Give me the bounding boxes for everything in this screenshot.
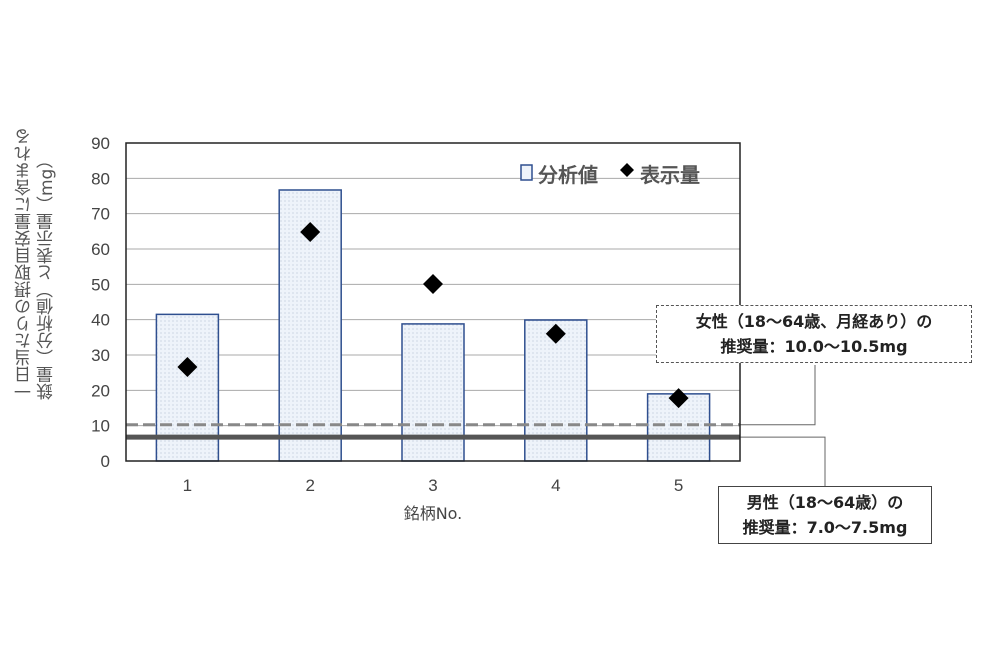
x-axis-label: 銘柄No. — [404, 504, 463, 523]
annotation-line: 男性（18～64歳）の — [746, 493, 904, 512]
annotation-line: 推奨量：7.0～7.5mg — [742, 518, 908, 537]
x-tick-label: 2 — [305, 476, 314, 495]
y-tick-label: 30 — [91, 346, 110, 365]
legend-label: 表示量 — [640, 163, 700, 187]
legend-label: 分析値 — [538, 163, 598, 187]
x-tick-label: 5 — [674, 476, 683, 495]
y-tick-label: 40 — [91, 311, 110, 330]
y-tick-label: 10 — [91, 417, 110, 436]
y-tick-label: 80 — [91, 169, 110, 188]
diamond-marker — [300, 222, 321, 243]
y-tick-label: 60 — [91, 240, 110, 259]
diamond-marker — [668, 388, 689, 409]
annotation-line: 女性（18～64歳、月経あり）の — [695, 312, 933, 331]
y-tick-label: 50 — [91, 275, 110, 294]
plot-area — [125, 142, 741, 462]
connector-line — [740, 436, 826, 487]
x-tick-label: 3 — [428, 476, 437, 495]
female-reference-annotation: 女性（18～64歳、月経あり）の 推奨量：10.0～10.5mg — [656, 305, 972, 363]
y-axis-label: 一日当たりの摂取目安量に含まれる 鉄量（分析値）と表示量（mg） — [14, 128, 58, 400]
connector-line — [740, 365, 816, 426]
annotation-line: 推奨量：10.0～10.5mg — [720, 337, 908, 356]
x-tick-label: 4 — [551, 476, 560, 495]
x-tick-label: 1 — [183, 476, 192, 495]
diamond-marker — [545, 323, 566, 344]
y-axis-label-line1: 一日当たりの摂取目安量に含まれる — [15, 128, 35, 400]
y-tick-label: 70 — [91, 205, 110, 224]
y-tick-label: 0 — [101, 452, 110, 471]
y-tick-label: 20 — [91, 381, 110, 400]
y-axis-label-line2: 鉄量（分析値）と表示量（mg） — [37, 151, 57, 400]
y-tick-label: 90 — [91, 134, 110, 153]
male-reference-annotation: 男性（18～64歳）の 推奨量：7.0～7.5mg — [718, 486, 932, 544]
legend-diamond-swatch — [620, 163, 634, 177]
legend-bar-swatch — [520, 164, 533, 181]
diamond-marker — [423, 273, 443, 294]
diamond-marker — [177, 357, 198, 378]
bar — [401, 323, 465, 462]
